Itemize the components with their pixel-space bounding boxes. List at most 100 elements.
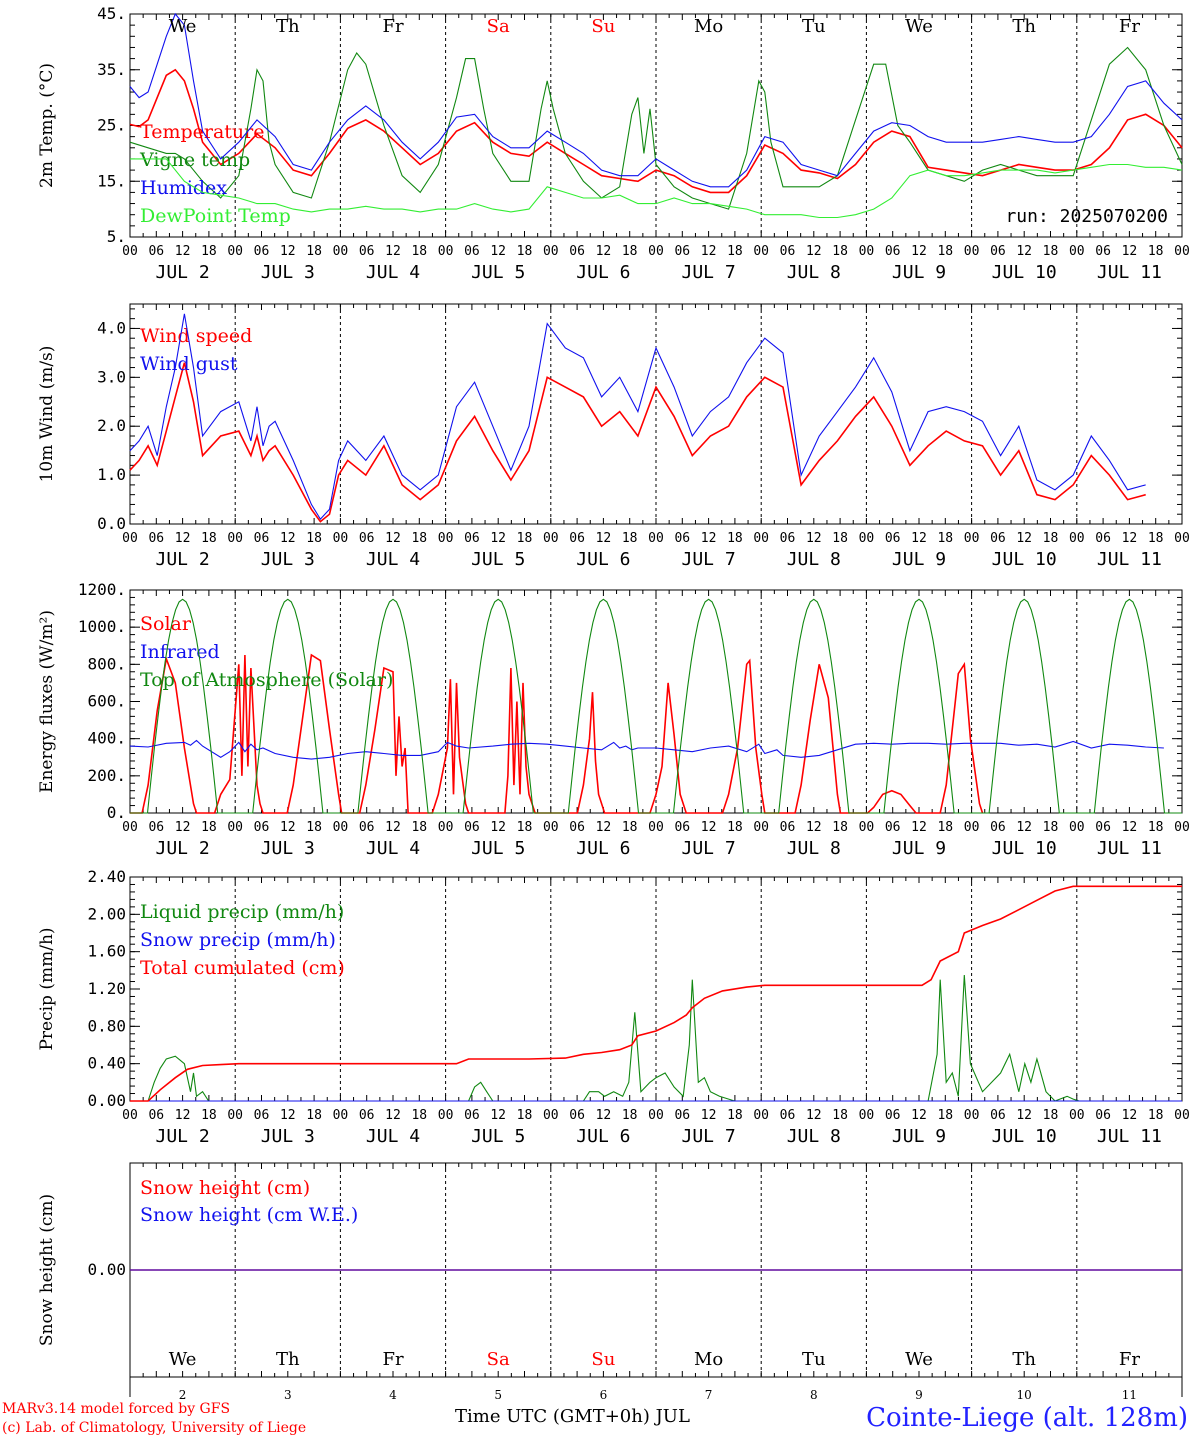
hour-tick-label: 06 [885,820,901,835]
date-label: JUL 2 [156,838,210,859]
weekday-label: Fr [1119,16,1140,37]
hour-tick-label: 00 [964,1108,980,1123]
hour-tick-label: 00 [1174,1108,1190,1123]
date-label: JUL 10 [992,1126,1057,1147]
y-tick-label: 0.00 [87,1260,126,1279]
weekday-label: Th [1012,16,1036,37]
hour-tick-label: 06 [990,820,1006,835]
hour-tick-label: 06 [359,820,375,835]
hour-tick-label: 00 [648,244,664,259]
hour-tick-label: 00 [438,244,454,259]
date-label: JUL 2 [156,549,210,570]
date-label: JUL 9 [892,838,946,859]
hour-tick-label: 12 [701,531,717,546]
hour-tick-label: 18 [411,531,427,546]
hour-tick-label: 06 [674,820,690,835]
panel-frame [129,589,1183,814]
date-label: JUL 7 [682,838,736,859]
hour-tick-label: 12 [701,244,717,259]
hour-tick-label: 00 [859,820,875,835]
hour-tick-label: 00 [543,1108,559,1123]
hour-tick-label: 06 [569,531,585,546]
legend-entry: Wind speed [140,325,252,347]
hour-tick-label: 18 [201,1108,217,1123]
hour-tick-label: 18 [201,244,217,259]
hour-tick-label: 06 [359,244,375,259]
hour-tick-label: 12 [701,820,717,835]
hour-tick-label: 12 [806,531,822,546]
hour-tick-label: 00 [543,531,559,546]
date-label: JUL 5 [471,838,525,859]
hour-tick-label: 06 [780,1108,796,1123]
hour-tick-label: 06 [464,244,480,259]
run-label: run: 2025070200 [1005,206,1168,227]
weekday-label: Sa [487,1349,510,1370]
hour-tick-label: 06 [569,1108,585,1123]
y-tick-label: 0.80 [87,1016,126,1035]
series-line-wind-gust [129,313,1146,521]
hour-tick-label: 00 [964,244,980,259]
hour-tick-label: 18 [832,1108,848,1123]
y-tick-label: 400. [87,729,126,748]
hour-tick-label: 12 [175,820,191,835]
day-number-label: 2 [179,1388,187,1402]
series-line-temperature [129,68,1183,194]
day-number-label: 7 [705,1388,713,1402]
hour-tick-label: 00 [227,531,243,546]
hour-tick-label: 06 [569,244,585,259]
y-tick-label: 2.40 [87,867,126,886]
hour-tick-label: 18 [201,820,217,835]
y-tick-label: 0.40 [87,1054,126,1073]
hour-tick-label: 18 [517,1108,533,1123]
day-number-label: 4 [389,1388,397,1402]
day-number-label: 10 [1017,1388,1032,1402]
hour-tick-label: 12 [385,244,401,259]
date-label: JUL 10 [992,262,1057,283]
hour-tick-label: 00 [1069,1108,1085,1123]
y-tick-label: 1200. [78,580,126,599]
hour-tick-label: 00 [1174,244,1190,259]
legend-entry: Snow height (cm W.E.) [140,1204,358,1226]
day-number-label: 8 [810,1388,818,1402]
hour-tick-label: 00 [648,1108,664,1123]
hour-tick-label: 18 [517,531,533,546]
weekday-label: Su [591,16,615,37]
time-axis-label: Time UTC (GMT+0h) JUL [455,1406,690,1427]
hour-tick-label: 06 [359,531,375,546]
hour-tick-label: 06 [780,820,796,835]
y-tick-label: 600. [87,692,126,711]
weekday-label: We [169,16,197,37]
hour-tick-label: 00 [333,820,349,835]
y-axis-label: Energy fluxes (W/m²) [37,610,57,793]
hour-tick-label: 06 [780,244,796,259]
legend-entry: Snow height (cm) [140,1177,310,1199]
hour-tick-label: 00 [333,531,349,546]
hour-tick-label: 00 [543,244,559,259]
hour-tick-label: 18 [306,531,322,546]
day-number-label: 9 [915,1388,923,1402]
hour-tick-label: 06 [464,531,480,546]
hour-tick-label: 18 [937,244,953,259]
weekday-label: Fr [1119,1349,1140,1370]
hour-tick-label: 06 [254,244,270,259]
hour-tick-label: 12 [175,531,191,546]
hour-tick-label: 00 [859,244,875,259]
y-tick-label: 800. [87,654,126,673]
hour-tick-label: 12 [596,244,612,259]
hour-tick-label: 12 [911,531,927,546]
date-label: JUL 5 [471,549,525,570]
date-label: JUL 3 [261,1126,315,1147]
legend-entry: Top of Atmosphere (Solar) [140,669,393,691]
hour-tick-label: 06 [359,1108,375,1123]
hour-tick-label: 18 [727,820,743,835]
hour-tick-label: 18 [937,531,953,546]
date-label: JUL 2 [156,262,210,283]
hour-tick-label: 12 [490,531,506,546]
hour-tick-label: 12 [1122,244,1138,259]
hour-tick-label: 00 [753,1108,769,1123]
y-tick-label: 45. [97,4,126,23]
date-label: JUL 10 [992,549,1057,570]
series-line-total-cumulated-cm- [130,885,1182,1102]
legend-entry: Solar [140,613,192,635]
hour-tick-label: 12 [490,244,506,259]
